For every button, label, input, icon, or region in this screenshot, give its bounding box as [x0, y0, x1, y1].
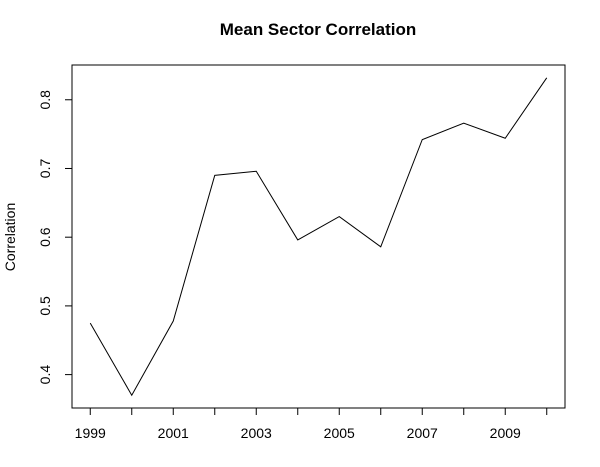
x-tick-label: 2003 — [241, 425, 272, 441]
y-axis: 0.4 0.5 0.6 0.7 0.8 — [37, 90, 73, 385]
series-layer — [89, 77, 548, 397]
x-tick-label: 2005 — [324, 425, 355, 441]
y-tick-label: 0.6 — [37, 227, 53, 247]
y-tick-label: 0.8 — [37, 90, 53, 110]
plot-frame — [71, 64, 566, 409]
x-axis: 1999 2001 2003 2005 2007 2009 — [75, 407, 548, 441]
y-tick-label: 0.5 — [37, 296, 53, 316]
chart-title: Mean Sector Correlation — [220, 20, 417, 39]
x-tick-label: 2001 — [158, 425, 189, 441]
y-axis-label: Correlation — [2, 203, 18, 271]
x-tick-label: 2007 — [407, 425, 438, 441]
series-line — [89, 77, 548, 397]
x-tick-label: 1999 — [75, 425, 106, 441]
x-tick-label: 2009 — [490, 425, 521, 441]
y-tick-label: 0.4 — [37, 365, 53, 385]
y-tick-label: 0.7 — [37, 159, 53, 179]
